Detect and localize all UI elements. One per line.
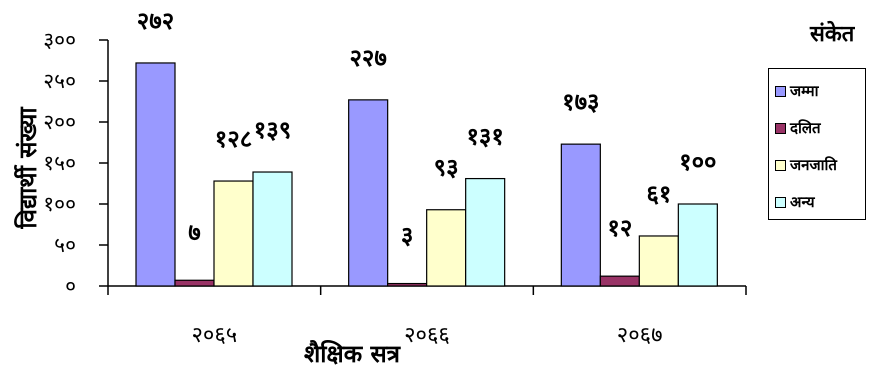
legend-item: जम्मा [775, 81, 818, 101]
data-label: १३१ [466, 123, 503, 151]
legend-swatch [775, 85, 786, 97]
data-label: ९३ [434, 154, 459, 182]
y-tick-label: ० [65, 274, 76, 298]
bar-1-1 [135, 62, 176, 287]
y-tick-label: ३०० [43, 28, 76, 52]
data-label: ३ [401, 222, 413, 250]
bar-3-2 [426, 209, 467, 287]
y-tick-label: १५० [43, 151, 76, 175]
bar-1-2 [348, 99, 389, 287]
data-label: १०० [679, 148, 716, 176]
legend-label: दलित [790, 119, 821, 137]
y-axis-title: विद्यार्थी संख्या [14, 107, 42, 230]
bar-3-3 [638, 235, 679, 287]
data-label: १२ [607, 214, 632, 242]
legend-title: संकेत [810, 22, 855, 47]
x-tick-label: २०६५ [191, 323, 237, 348]
legend-label: जम्मा [790, 82, 819, 100]
x-tick-label: २०६६ [404, 323, 450, 348]
legend-swatch [775, 122, 786, 134]
bar-4-3 [677, 203, 718, 287]
legend-item: जनजाति [775, 155, 837, 175]
y-tick-label: ५० [54, 233, 76, 257]
x-tick-label: २०६७ [617, 323, 663, 348]
data-label: २२७ [349, 44, 386, 72]
bar-2-2 [387, 282, 428, 287]
bar-3-1 [213, 180, 254, 287]
data-label: १२८ [215, 125, 252, 153]
legend: जम्मा दलित जनजाति अन्य [768, 68, 866, 220]
legend-item: अन्य [775, 192, 815, 212]
bar-2-3 [599, 275, 640, 287]
bar-2-1 [174, 279, 215, 287]
data-label: १७३ [562, 88, 599, 116]
y-tick-label: १०० [43, 192, 76, 216]
legend-swatch [775, 159, 786, 171]
y-tick-label: २०० [43, 110, 76, 134]
legend-swatch [775, 196, 786, 208]
x-axis-title: शैक्षिक सत्र [304, 340, 402, 368]
bar-4-2 [465, 177, 506, 287]
bar-1-3 [560, 143, 601, 287]
legend-label: जनजाति [790, 156, 837, 174]
legend-label: अन्य [790, 193, 815, 211]
bar-4-1 [252, 171, 293, 287]
legend-item: दलित [775, 118, 821, 138]
data-label: १३९ [254, 116, 291, 144]
data-label: २७२ [137, 7, 174, 35]
y-tick-label: २५० [43, 69, 76, 93]
data-label: ६१ [646, 180, 671, 208]
data-label: ७ [188, 218, 200, 246]
